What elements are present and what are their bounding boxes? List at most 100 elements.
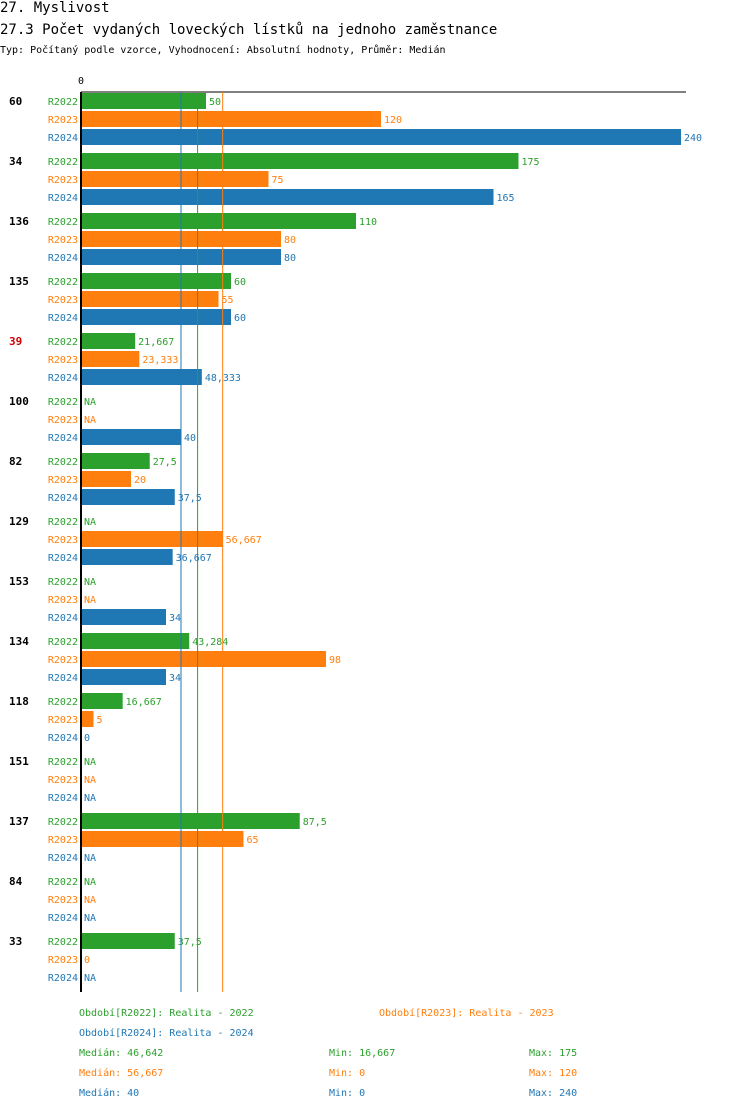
legend-period: Období[R2024]: Realita - 2024 <box>79 1028 254 1039</box>
value-label: 165 <box>497 193 515 204</box>
value-label: NA <box>84 973 96 984</box>
series-label: R2022 <box>48 157 78 168</box>
series-label: R2022 <box>48 457 78 468</box>
bar-r2022 <box>81 813 300 829</box>
legend-median: Medián: 46,642 <box>79 1048 164 1059</box>
bar-r2022 <box>81 933 175 949</box>
series-label: R2023 <box>48 775 78 786</box>
bar-r2024 <box>81 669 166 685</box>
bar-r2022 <box>81 453 150 469</box>
bar-r2024 <box>81 129 681 145</box>
value-label: NA <box>84 415 96 426</box>
series-label: R2022 <box>48 517 78 528</box>
value-label: NA <box>84 877 96 888</box>
series-label: R2024 <box>48 553 78 564</box>
series-label: R2023 <box>48 475 78 486</box>
value-label: 60 <box>234 313 246 324</box>
legend-max: Max: 120 <box>529 1068 578 1079</box>
bar-r2023 <box>81 711 94 727</box>
series-label: R2023 <box>48 235 78 246</box>
series-label: R2022 <box>48 937 78 948</box>
value-label: 87,5 <box>303 817 327 828</box>
bar-r2022 <box>81 693 123 709</box>
chart-title: 27.3 Počet vydaných loveckých lístků na … <box>0 22 498 38</box>
series-label: R2023 <box>48 715 78 726</box>
series-label: R2023 <box>48 355 78 366</box>
bar-r2024 <box>81 489 175 505</box>
value-label: 0 <box>84 955 90 966</box>
value-label: 65 <box>247 835 259 846</box>
bar-r2024 <box>81 189 494 205</box>
series-label: R2023 <box>48 115 78 126</box>
series-label: R2024 <box>48 313 78 324</box>
group-label: 151 <box>9 755 29 768</box>
value-label: 23,333 <box>142 355 178 366</box>
bar-r2023 <box>81 111 381 127</box>
bar-r2023 <box>81 291 219 307</box>
group-label: 136 <box>9 215 29 228</box>
value-label: 37,5 <box>178 937 202 948</box>
value-label: 20 <box>134 475 146 486</box>
value-label: NA <box>84 775 96 786</box>
bar-r2022 <box>81 93 206 109</box>
series-label: R2022 <box>48 337 78 348</box>
value-label: 175 <box>522 157 540 168</box>
value-label: 80 <box>284 235 296 246</box>
bar-r2023 <box>81 351 140 367</box>
series-label: R2023 <box>48 535 78 546</box>
group-label: 33 <box>9 935 22 948</box>
series-label: R2023 <box>48 295 78 306</box>
series-label: R2024 <box>48 133 78 144</box>
group-label: 34 <box>9 155 23 168</box>
bar-r2022 <box>81 333 136 349</box>
value-label: NA <box>84 895 96 906</box>
group-label: 82 <box>9 455 22 468</box>
value-label: 27,5 <box>153 457 177 468</box>
value-label: 36,667 <box>176 553 212 564</box>
series-label: R2024 <box>48 853 78 864</box>
legend-max: Max: 240 <box>529 1088 578 1099</box>
legend-min: Min: 0 <box>329 1088 366 1099</box>
bar-r2023 <box>81 651 326 667</box>
value-label: NA <box>84 853 96 864</box>
series-label: R2024 <box>48 193 78 204</box>
value-label: 5 <box>97 715 103 726</box>
group-label: 137 <box>9 815 29 828</box>
series-label: R2022 <box>48 637 78 648</box>
series-label: R2022 <box>48 757 78 768</box>
series-label: R2024 <box>48 913 78 924</box>
value-label: NA <box>84 793 96 804</box>
value-label: 34 <box>169 673 181 684</box>
series-label: R2022 <box>48 397 78 408</box>
legend-min: Min: 16,667 <box>329 1048 396 1059</box>
section-title: 27. Myslivost <box>0 0 110 16</box>
bar-r2022 <box>81 213 356 229</box>
chart-subtitle: Typ: Počítaný podle vzorce, Vyhodnocení:… <box>0 45 446 56</box>
value-label: 50 <box>209 97 221 108</box>
series-label: R2024 <box>48 793 78 804</box>
value-label: 80 <box>284 253 296 264</box>
group-label: 60 <box>9 95 22 108</box>
bar-r2022 <box>81 633 190 649</box>
value-label: 40 <box>184 433 196 444</box>
value-label: 37,5 <box>178 493 202 504</box>
bar-r2024 <box>81 309 231 325</box>
series-label: R2023 <box>48 175 78 186</box>
series-label: R2023 <box>48 895 78 906</box>
value-label: 43,284 <box>192 637 228 648</box>
bar-r2024 <box>81 429 181 445</box>
value-label: 240 <box>684 133 702 144</box>
value-label: 21,667 <box>138 337 174 348</box>
series-label: R2022 <box>48 877 78 888</box>
series-label: R2024 <box>48 673 78 684</box>
series-label: R2022 <box>48 697 78 708</box>
value-label: 60 <box>234 277 246 288</box>
series-label: R2023 <box>48 835 78 846</box>
x-axis-zero-label: 0 <box>78 76 84 87</box>
series-label: R2024 <box>48 373 78 384</box>
series-label: R2024 <box>48 973 78 984</box>
series-label: R2022 <box>48 97 78 108</box>
legend-max: Max: 175 <box>529 1048 578 1059</box>
series-label: R2024 <box>48 493 78 504</box>
value-label: NA <box>84 595 96 606</box>
